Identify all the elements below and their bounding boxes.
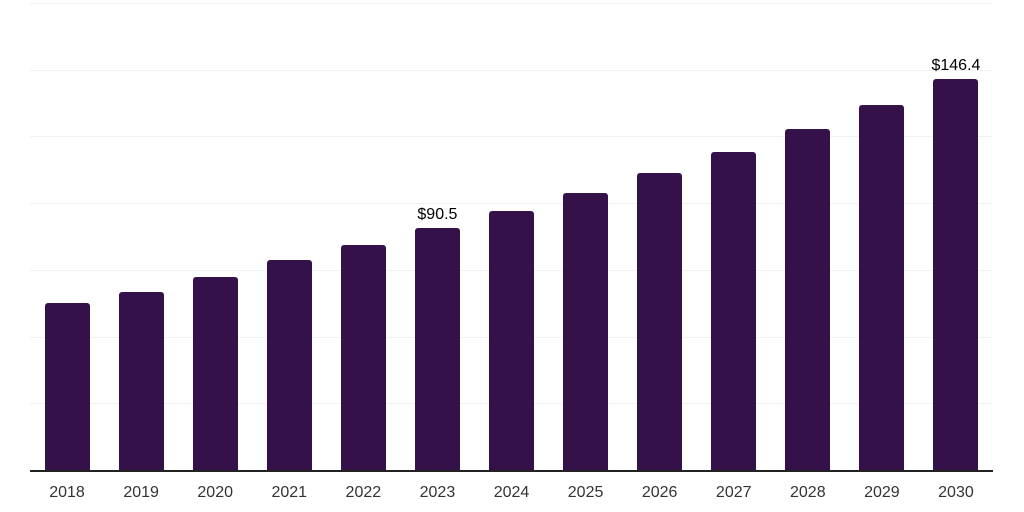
bar-2030 bbox=[933, 79, 979, 470]
x-axis-label-2029: 2029 bbox=[864, 484, 900, 501]
gridline bbox=[30, 69, 993, 71]
x-axis-label-2019: 2019 bbox=[123, 484, 159, 501]
x-axis-line bbox=[30, 470, 993, 472]
bar-2029 bbox=[859, 105, 905, 470]
x-axis-label-2028: 2028 bbox=[790, 484, 826, 501]
x-axis-label-2024: 2024 bbox=[493, 484, 530, 501]
x-axis-label-2025: 2025 bbox=[567, 484, 604, 501]
bar-2025 bbox=[563, 193, 609, 470]
bar-2027 bbox=[711, 152, 757, 470]
x-axis-label-2020: 2020 bbox=[197, 484, 233, 501]
bar-2024 bbox=[489, 211, 534, 470]
bar-2018 bbox=[44, 302, 90, 470]
bar-2021 bbox=[266, 260, 312, 470]
x-axis-label-2026: 2026 bbox=[641, 484, 678, 501]
bar-2020 bbox=[192, 277, 238, 470]
bar-2022 bbox=[340, 244, 386, 470]
x-axis-label-2030: 2030 bbox=[938, 484, 974, 501]
x-axis-label-2018: 2018 bbox=[49, 484, 85, 501]
gridline bbox=[30, 136, 993, 138]
bar-2023 bbox=[414, 228, 460, 470]
bar-2019 bbox=[118, 292, 164, 470]
data-label-2023: $90.5 bbox=[417, 206, 458, 224]
x-axis-label-2023: 2023 bbox=[419, 484, 456, 501]
gridline bbox=[30, 203, 993, 205]
x-axis-label-2027: 2027 bbox=[715, 484, 752, 501]
bar-2026 bbox=[637, 173, 683, 470]
gridline bbox=[30, 3, 993, 4]
x-axis-label-2022: 2022 bbox=[345, 484, 382, 501]
x-axis-label-2021: 2021 bbox=[271, 484, 308, 501]
data-label-2030: $146.4 bbox=[931, 57, 981, 75]
bar-2028 bbox=[785, 129, 831, 470]
